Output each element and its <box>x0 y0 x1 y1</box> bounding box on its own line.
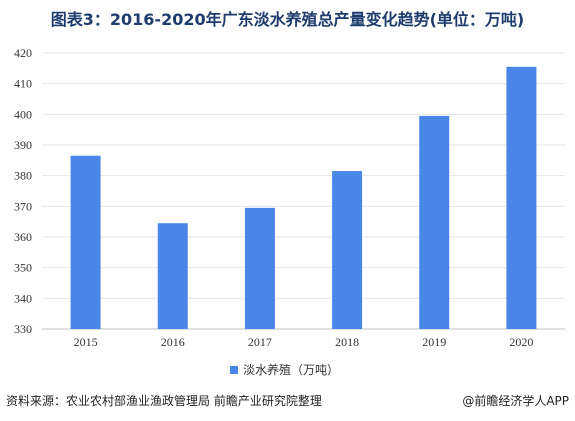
chart-title: 图表3：2016-2020年广东淡水养殖总产量变化趋势(单位：万吨) <box>50 10 525 29</box>
y-tick-label: 380 <box>14 169 32 183</box>
y-tick-label: 330 <box>14 322 32 336</box>
legend-swatch <box>230 365 238 374</box>
bar <box>157 223 188 329</box>
y-tick-label: 360 <box>14 230 32 244</box>
bar <box>332 171 363 329</box>
x-tick-label: 2015 <box>74 335 98 349</box>
bar <box>70 155 101 329</box>
y-tick-label: 390 <box>14 138 32 152</box>
brand-note: @前瞻经济学人APP <box>462 394 569 408</box>
bar <box>419 115 450 329</box>
y-tick-label: 420 <box>14 46 32 60</box>
source-note: 资料来源：农业农村部渔业渔政管理局 前瞻产业研究院整理 <box>6 394 322 408</box>
x-tick-label: 2017 <box>248 335 272 349</box>
legend-label: 淡水养殖（万吨） <box>243 363 340 377</box>
x-tick-label: 2019 <box>422 335 446 349</box>
bar <box>244 207 275 329</box>
x-tick-label: 2018 <box>335 335 359 349</box>
y-tick-label: 400 <box>14 107 32 121</box>
y-tick-label: 350 <box>14 261 32 275</box>
bar <box>506 66 537 330</box>
x-tick-label: 2016 <box>161 335 185 349</box>
legend: 淡水养殖（万吨） <box>230 361 339 378</box>
y-tick-label: 340 <box>14 291 32 305</box>
y-tick-label: 410 <box>14 77 32 91</box>
x-tick-label: 2020 <box>509 335 533 349</box>
y-tick-label: 370 <box>14 199 32 213</box>
